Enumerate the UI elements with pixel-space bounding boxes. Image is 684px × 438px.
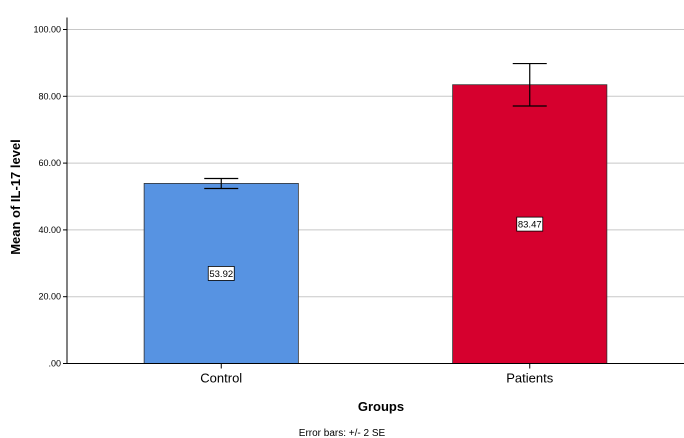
footnote: Error bars: +/- 2 SE [299,428,386,438]
data-label: 83.47 [518,220,542,231]
y-tick-label: 40.00 [38,225,61,235]
x-category-label: Control [200,371,242,386]
x-axis-title: Groups [358,399,404,414]
y-axis-title: Mean of IL-17 level [8,139,23,255]
data-labels: 53.92 83.47 [207,216,544,281]
y-axis-ticks: .00 20.00 40.00 60.00 80.00 100.00 [33,25,67,369]
data-label: 53.92 [209,269,233,280]
y-tick-label: 60.00 [38,158,61,168]
x-axis-categories: Control Patients [200,363,554,386]
data-label-box [516,216,544,232]
data-label-box [207,266,235,281]
y-tick-label: 20.00 [38,292,61,302]
x-category-label: Patients [506,371,553,386]
error-bars [204,62,547,190]
y-tick-label: .00 [48,359,61,369]
y-tick-label: 100.00 [33,25,61,35]
y-tick-label: 80.00 [38,91,61,101]
